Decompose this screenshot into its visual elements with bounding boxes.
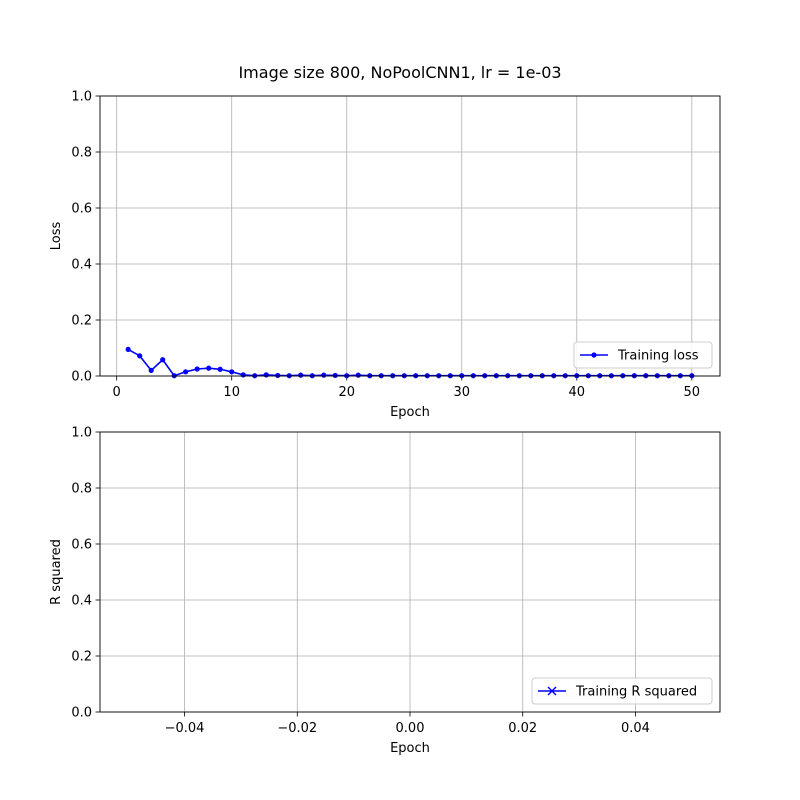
chart-0-point-17: [321, 372, 327, 378]
chart-0-ytick-label-2: 0.4: [71, 258, 92, 273]
chart-0-xtick-label-2: 20: [338, 385, 355, 400]
chart-1-xtick-label-2: 0.00: [396, 721, 425, 736]
chart-0-point-1: [137, 353, 143, 359]
chart-0-ytick-label-3: 0.6: [71, 202, 92, 217]
chart-0-legend-box: [573, 341, 713, 369]
chart-0-point-8: [217, 366, 223, 372]
chart-0-xtick-label-3: 30: [453, 385, 470, 400]
chart-1-ytick-label-2: 0.4: [71, 594, 92, 609]
chart-1-xtick-label-4: 0.04: [621, 721, 650, 736]
chart-0-xtick-label-5: 50: [684, 385, 701, 400]
chart-0-point-7: [206, 365, 212, 371]
chart-0-xtick-label-4: 40: [569, 385, 586, 400]
chart-0-legend-label: Training loss: [617, 349, 699, 364]
chart-1-ytick-label-3: 0.6: [71, 538, 92, 553]
chart-0-xtick-label-1: 10: [223, 385, 240, 400]
chart-0-ytick-label-1: 0.2: [71, 314, 92, 329]
chart-1-xlabel: Epoch: [390, 741, 430, 756]
chart-1-ylabel: R squared: [49, 539, 64, 605]
figure-title: Image size 800, NoPoolCNN1, lr = 1e-03: [238, 63, 561, 82]
chart-0-point-15: [298, 372, 304, 378]
chart-0-point-2: [148, 367, 154, 373]
r-squared-chart: −0.04 −0.02 0.00 0.02 0.04 0.0 0.2 0.4 0.6 0.8 1.0…: [49, 426, 721, 756]
chart-0-point-9: [229, 369, 235, 375]
chart-1-ytick-label-0: 0.0: [71, 706, 92, 721]
chart-0-legend: Training loss: [573, 341, 713, 369]
loss-chart: 0 10 20 30 40 50 0.0 0.2 0.4 0.6 0.8 1.0 Epoch Loss Tr…: [49, 90, 721, 420]
chart-0-xtick-label-0: 0: [113, 385, 121, 400]
chart-0-point-0: [125, 346, 131, 352]
chart-0-xlabel: Epoch: [390, 405, 430, 420]
chart-1-legend-box: [531, 677, 713, 705]
chart-0-point-3: [160, 357, 166, 363]
chart-0-point-12: [263, 372, 269, 378]
chart-1-ytick-label-5: 1.0: [71, 426, 92, 441]
chart-0-ytick-label-0: 0.0: [71, 370, 92, 385]
chart-1-xtick-label-3: 0.02: [508, 721, 537, 736]
chart-1-xtick-label-0: −0.04: [165, 721, 205, 736]
chart-0-point-13: [275, 372, 281, 379]
chart-0-point-10: [240, 372, 246, 378]
chart-0-frame: [99, 95, 721, 377]
chart-0-ytick-label-5: 1.0: [71, 90, 92, 105]
chart-0-ylabel: Loss: [49, 222, 64, 251]
chart-1-legend-label: Training R squared: [575, 685, 697, 700]
chart-1-ytick-label-4: 0.8: [71, 482, 92, 497]
chart-0-legend-marker: [591, 352, 597, 358]
chart-1-legend: Training R squared: [531, 677, 713, 705]
chart-1-xtick-label-1: −0.02: [277, 721, 317, 736]
chart-0-point-6: [194, 366, 200, 372]
chart-0-point-20: [355, 372, 361, 378]
chart-1-legend-marker-b: [547, 686, 557, 696]
chart-0-ytick-label-4: 0.8: [71, 146, 92, 161]
chart-0-point-18: [332, 372, 338, 379]
chart-0-point-5: [183, 369, 189, 375]
chart-1-frame: [99, 431, 721, 713]
chart-1-ytick-label-1: 0.2: [71, 650, 92, 665]
